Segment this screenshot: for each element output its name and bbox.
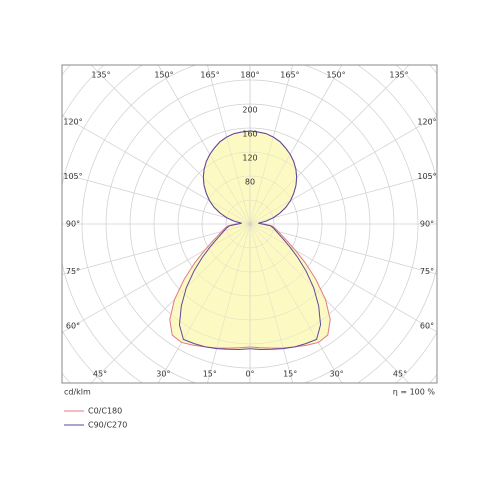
efficiency-label: η = 100 % — [393, 388, 436, 397]
grid-line-overlay — [207, 65, 251, 225]
grid-line-overlay — [62, 173, 251, 225]
angle-label: 105° — [417, 172, 436, 181]
grid-line-overlay — [157, 223, 251, 383]
legend-label: C0/C180 — [88, 407, 122, 416]
angle-label: 135° — [91, 71, 110, 80]
angle-label: 150° — [154, 71, 173, 80]
angle-label: 105° — [63, 172, 82, 181]
grid-line-overlay — [249, 223, 343, 383]
angle-label: 60° — [420, 322, 434, 331]
angle-label: 150° — [326, 71, 345, 80]
grid-line-overlay — [62, 223, 251, 333]
angle-label: 90° — [420, 220, 434, 229]
grid-line-overlay — [207, 223, 251, 383]
grid-line-overlay — [249, 65, 343, 225]
angle-label: 45° — [93, 370, 107, 379]
grid-line-overlay — [249, 115, 437, 225]
unit-label: cd/klm — [64, 388, 91, 397]
r-tick-label: 200 — [242, 106, 257, 115]
r-tick-label: 120 — [242, 154, 257, 163]
angle-label: 135° — [389, 71, 408, 80]
area — [250, 131, 321, 350]
curve — [249, 130, 322, 351]
curve — [178, 130, 251, 351]
grid-line-overlay — [249, 65, 293, 225]
frame — [61, 64, 438, 384]
angle-label: 75° — [420, 267, 434, 276]
angle-label: 0° — [245, 370, 254, 379]
angle-label: 180° — [240, 71, 259, 80]
r-tick-label: 80 — [245, 178, 255, 187]
angle-label: 120° — [417, 117, 436, 126]
grid-line-overlay — [249, 223, 293, 383]
grid-line-overlay — [157, 65, 251, 225]
grid-line-overlay — [249, 223, 437, 333]
r-tick-label: 160 — [242, 130, 257, 139]
area — [179, 131, 250, 350]
grid-line-overlay — [249, 173, 437, 225]
grid-line-overlay — [62, 223, 251, 275]
angle-label: 165° — [200, 71, 219, 80]
angle-label: 75° — [66, 267, 80, 276]
angle-label: 30° — [156, 370, 170, 379]
labels: 0° 15° 15° 30° 30° 45° 45° 60° 60° 75° 75° 90° 90° 10… — [63, 71, 436, 379]
legend-label: C90/C270 — [88, 421, 127, 430]
grid-line-overlay — [62, 115, 251, 225]
grid-line-overlay — [90, 65, 251, 225]
angle-label: 15° — [203, 370, 217, 379]
angle-label: 90° — [66, 220, 80, 229]
angle-label: 30° — [330, 370, 344, 379]
angle-label: 60° — [66, 322, 80, 331]
grid-line-overlay — [249, 65, 410, 225]
grid-line-overlay — [249, 223, 437, 275]
angle-label: 120° — [63, 117, 82, 126]
angle-label: 45° — [393, 370, 407, 379]
grid-line-overlay — [90, 223, 251, 383]
angle-label: 15° — [283, 370, 297, 379]
angle-label: 165° — [280, 71, 299, 80]
grid-line-overlay — [249, 223, 410, 383]
